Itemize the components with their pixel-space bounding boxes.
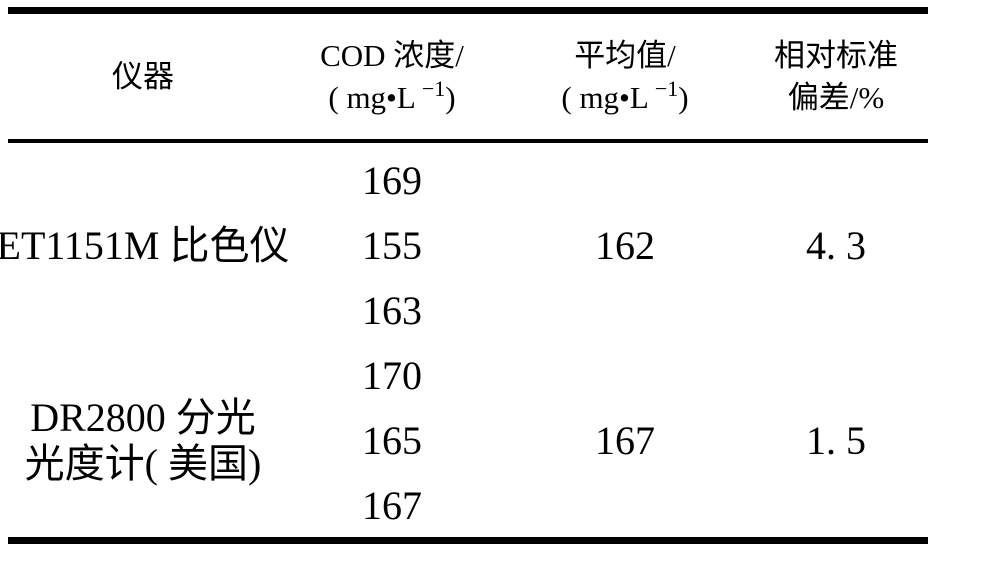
unit-superscript: −1 — [421, 76, 446, 102]
rsd-cell: 4. 3 — [806, 222, 866, 268]
col-header-cod-label: COD 浓度/ — [320, 37, 464, 73]
cod-value-cell: 167 — [362, 482, 422, 528]
col-header-rsd-label-line2: 偏差/% — [787, 79, 885, 115]
col-header-average-label: 平均值/ — [574, 37, 676, 73]
cod-value-cell: 163 — [362, 287, 422, 333]
table-body: ET1151M 比色仪 169 155 163 162 4. 3 DR2800 … — [0, 148, 928, 538]
rsd-cell: 1. 5 — [806, 417, 866, 463]
table-header-rule — [8, 139, 928, 143]
table-bottom-rule — [8, 537, 928, 544]
unit-close: ) — [678, 79, 689, 115]
cod-value-cell: 170 — [362, 352, 422, 398]
instrument-name-line: DR2800 分光 — [30, 394, 256, 440]
instrument-name-line: ET1151M 比色仪 — [0, 222, 290, 268]
col-header-instrument: 仪器 — [8, 14, 278, 139]
unit-base: ( mg•L — [561, 79, 649, 115]
instrument-cell: ET1151M 比色仪 — [0, 148, 289, 343]
average-cell: 167 — [595, 417, 655, 463]
col-header-average-unit: ( mg•L −1) — [561, 77, 688, 119]
col-header-rsd-label-line1: 相对标准 — [774, 37, 898, 73]
col-header-cod: COD 浓度/ ( mg•L −1) — [278, 14, 506, 139]
col-header-rsd: 相对标准 偏差/% — [744, 14, 928, 139]
cod-value-cell: 169 — [362, 157, 422, 203]
table-top-rule — [8, 7, 928, 14]
unit-base: ( mg•L — [328, 79, 416, 115]
col-header-average: 平均值/ ( mg•L −1) — [506, 14, 744, 139]
cod-value-cell: 165 — [362, 417, 422, 463]
table-header-row: 仪器 COD 浓度/ ( mg•L −1) 平均值/ ( mg•L −1) 相对标准… — [8, 14, 928, 139]
col-header-cod-unit: ( mg•L −1) — [328, 77, 455, 119]
instrument-name-line: 光度计( 美国) — [24, 440, 262, 486]
cod-value-cell: 155 — [362, 222, 422, 268]
average-cell: 162 — [595, 222, 655, 268]
unit-close: ) — [445, 79, 456, 115]
instrument-cell: DR2800 分光 光度计( 美国) — [8, 343, 278, 538]
unit-superscript: −1 — [654, 76, 679, 102]
col-header-instrument-label: 仪器 — [112, 58, 174, 94]
